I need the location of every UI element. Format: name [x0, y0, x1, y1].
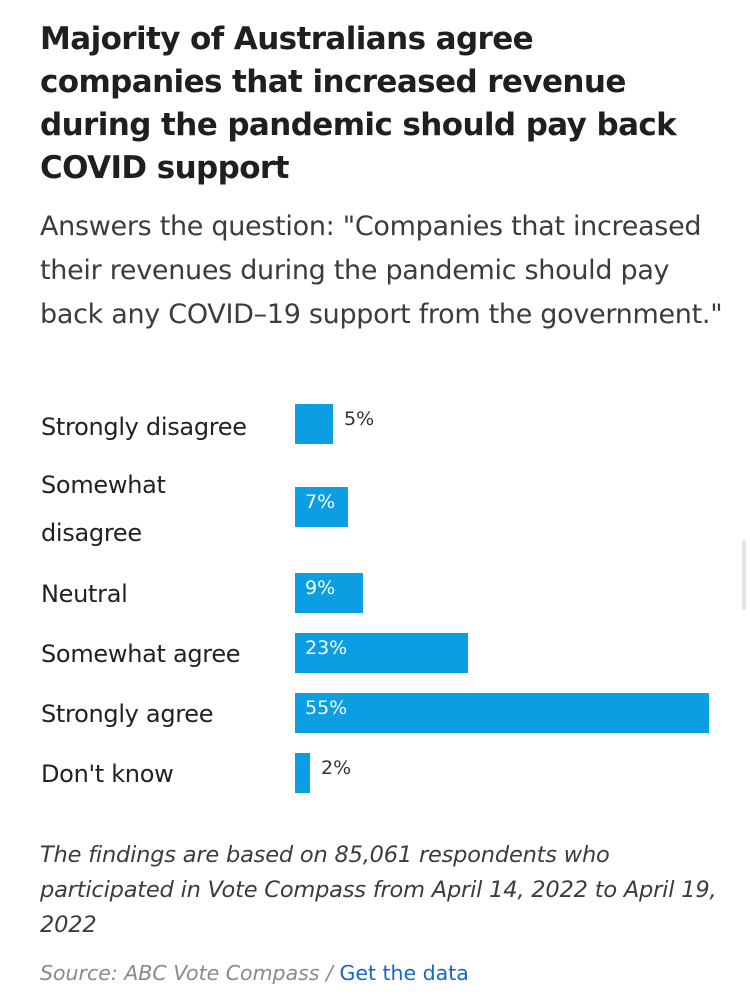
source-text: Source: ABC Vote Compass — [40, 961, 320, 985]
source-line: Source: ABC Vote Compass / Get the data — [40, 958, 469, 988]
bar-strongly-disagree — [295, 404, 333, 444]
bar-strongly-agree — [295, 693, 709, 733]
bar-neutral — [295, 573, 363, 613]
category-label-strongly-disagree: Strongly disagree — [41, 413, 247, 441]
value-label-don-t-know: 2% — [321, 757, 352, 779]
category-label-strongly-agree: Strongly agree — [41, 700, 214, 728]
footnote: The findings are based on 85,061 respond… — [40, 842, 717, 938]
value-label-strongly-agree: 55% — [305, 697, 348, 719]
get-the-data-link[interactable]: Get the data — [339, 961, 469, 985]
value-label-somewhat-agree: 23% — [305, 637, 348, 659]
chart-title: Majority of Australians agree companies … — [40, 21, 677, 186]
value-label-neutral: 9% — [305, 577, 336, 599]
bar-don-t-know — [295, 753, 310, 793]
chart-subtitle: Answers the question: "Companies that in… — [40, 211, 723, 330]
bar-chart: Strongly disagree 5% Somewhat disagree 7% Ne… — [0, 395, 750, 815]
value-label-strongly-disagree: 5% — [344, 408, 375, 430]
category-label-neutral: Neutral — [41, 580, 128, 608]
source-separator: / — [319, 961, 340, 985]
scrollbar[interactable] — [742, 540, 746, 610]
bar-somewhat-agree — [295, 633, 468, 673]
category-label-somewhat-agree: Somewhat agree — [41, 640, 241, 668]
category-label-don-t-know: Don't know — [41, 760, 174, 788]
value-label-somewhat-disagree: 7% — [305, 491, 336, 513]
category-label-somewhat-disagree: Somewhat disagree — [41, 471, 166, 547]
bar-somewhat-disagree — [295, 487, 348, 527]
